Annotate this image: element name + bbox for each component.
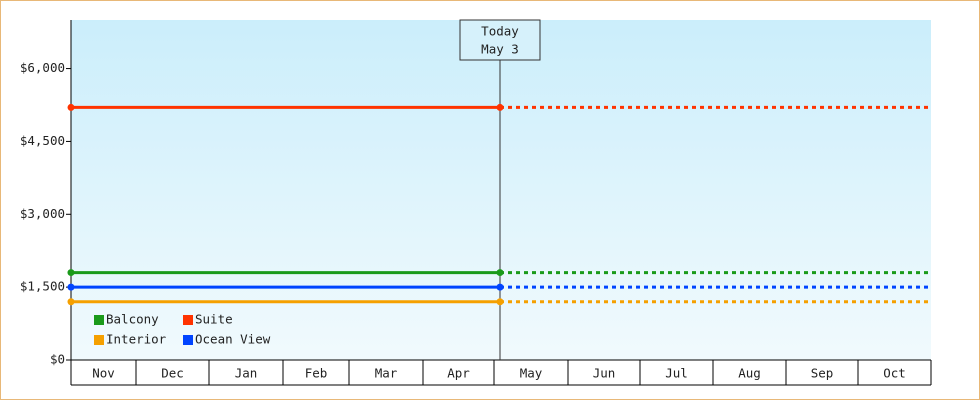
plot-area: [71, 20, 931, 360]
legend-swatch: [183, 315, 193, 325]
y-tick-label: $0: [50, 352, 65, 367]
x-tick-label: Jan: [235, 366, 258, 381]
x-tick-label: Sep: [811, 366, 834, 381]
series-point: [67, 283, 75, 291]
legend-label: Ocean View: [195, 332, 271, 347]
series-point: [496, 283, 504, 291]
legend-swatch: [94, 335, 104, 345]
legend-swatch: [183, 335, 193, 345]
series-point: [67, 269, 75, 277]
today-box: [459, 19, 541, 61]
y-tick-label: $4,500: [20, 133, 65, 148]
y-tick-label: $1,500: [20, 279, 65, 294]
series-point: [67, 298, 75, 306]
x-tick-label: Mar: [375, 366, 398, 381]
x-tick-label: Jun: [593, 366, 616, 381]
y-tick-label: $3,000: [20, 206, 65, 221]
x-tick-label: Apr: [447, 366, 470, 381]
series-point: [67, 103, 75, 111]
y-tick-label: $6,000: [20, 60, 65, 75]
legend-label: Suite: [195, 312, 233, 327]
series-point: [496, 103, 504, 111]
x-tick-label: Aug: [738, 366, 761, 381]
x-tick-label: Feb: [305, 366, 328, 381]
x-tick-label: Jul: [665, 366, 688, 381]
series-point: [496, 269, 504, 277]
legend-swatch: [94, 315, 104, 325]
today-date: May 3: [481, 42, 519, 57]
x-tick-label: Oct: [883, 366, 906, 381]
x-tick-label: Nov: [92, 366, 115, 381]
x-tick-label: May: [520, 366, 543, 381]
today-label: Today: [481, 24, 519, 39]
legend-label: Interior: [106, 332, 167, 347]
legend-label: Balcony: [106, 312, 159, 327]
series-point: [496, 298, 504, 306]
x-tick-label: Dec: [161, 366, 184, 381]
